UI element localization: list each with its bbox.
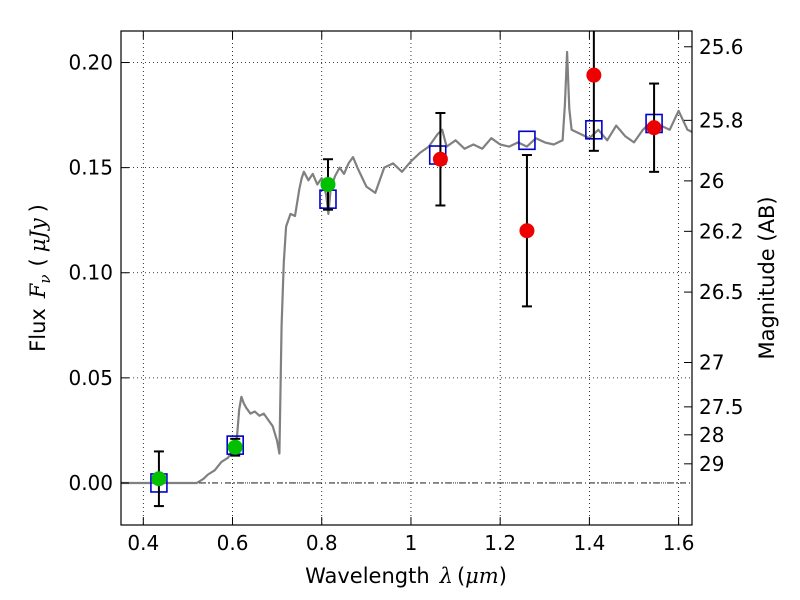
y-tick-label: 0.20: [68, 51, 113, 75]
observed-nir-point: [586, 67, 602, 83]
x-axis: 0.4 0.6 0.8 1 1.2 1.4 1.6: [127, 31, 695, 555]
y-tick-label: 0.00: [68, 471, 113, 495]
series-layer: [121, 31, 693, 508]
magnitude-tick-label: 27.5: [699, 395, 744, 419]
magnitude-tick-label: 28: [699, 423, 724, 447]
x-tick-label: 0.4: [127, 531, 159, 555]
y-axis-label: FluxFν(μJy): [26, 204, 54, 352]
observed-optical-point: [227, 439, 243, 455]
y-tick-label: 0.10: [68, 261, 113, 285]
x-tick-label: 0.6: [217, 531, 249, 555]
x-tick-label: 1.4: [573, 531, 605, 555]
magnitude-tick-label: 26.2: [699, 219, 744, 243]
y-axis: 0.00 0.05 0.10 0.15 0.20: [68, 51, 129, 495]
model-photometry-point: [518, 130, 536, 151]
grid: [121, 31, 692, 525]
x-tick-label: 0.8: [306, 531, 338, 555]
magnitude-tick-label: 29: [699, 452, 724, 476]
x-tick-label: 1.6: [663, 531, 695, 555]
magnitude-tick-label: 25.6: [699, 35, 744, 59]
y-tick-label: 0.15: [68, 156, 113, 180]
magnitude-axis: 25.6 25.8 26 26.2 26.5 27 27.5 28 29: [684, 35, 744, 476]
x-tick-label: 1: [405, 531, 418, 555]
observed-optical-point: [320, 176, 336, 192]
x-axis-label: Wavelength λ (μm): [305, 564, 507, 588]
magnitude-tick-label: 25.8: [699, 108, 744, 132]
observed-nir-point: [432, 151, 448, 167]
magnitude-tick-label: 27: [699, 351, 724, 375]
x-tick-label: 1.2: [484, 531, 516, 555]
y-tick-label: 0.05: [68, 366, 113, 390]
observed-nir-point: [519, 223, 535, 239]
observed-optical-point: [151, 471, 167, 487]
magnitude-tick-label: 26: [699, 169, 724, 193]
magnitude-tick-label: 26.5: [699, 280, 744, 304]
plot-frame: [120, 30, 693, 526]
sed-model-line: [121, 50, 693, 485]
y2-axis-label: Magnitude (AB): [755, 196, 779, 359]
observed-nir-point: [646, 120, 662, 136]
